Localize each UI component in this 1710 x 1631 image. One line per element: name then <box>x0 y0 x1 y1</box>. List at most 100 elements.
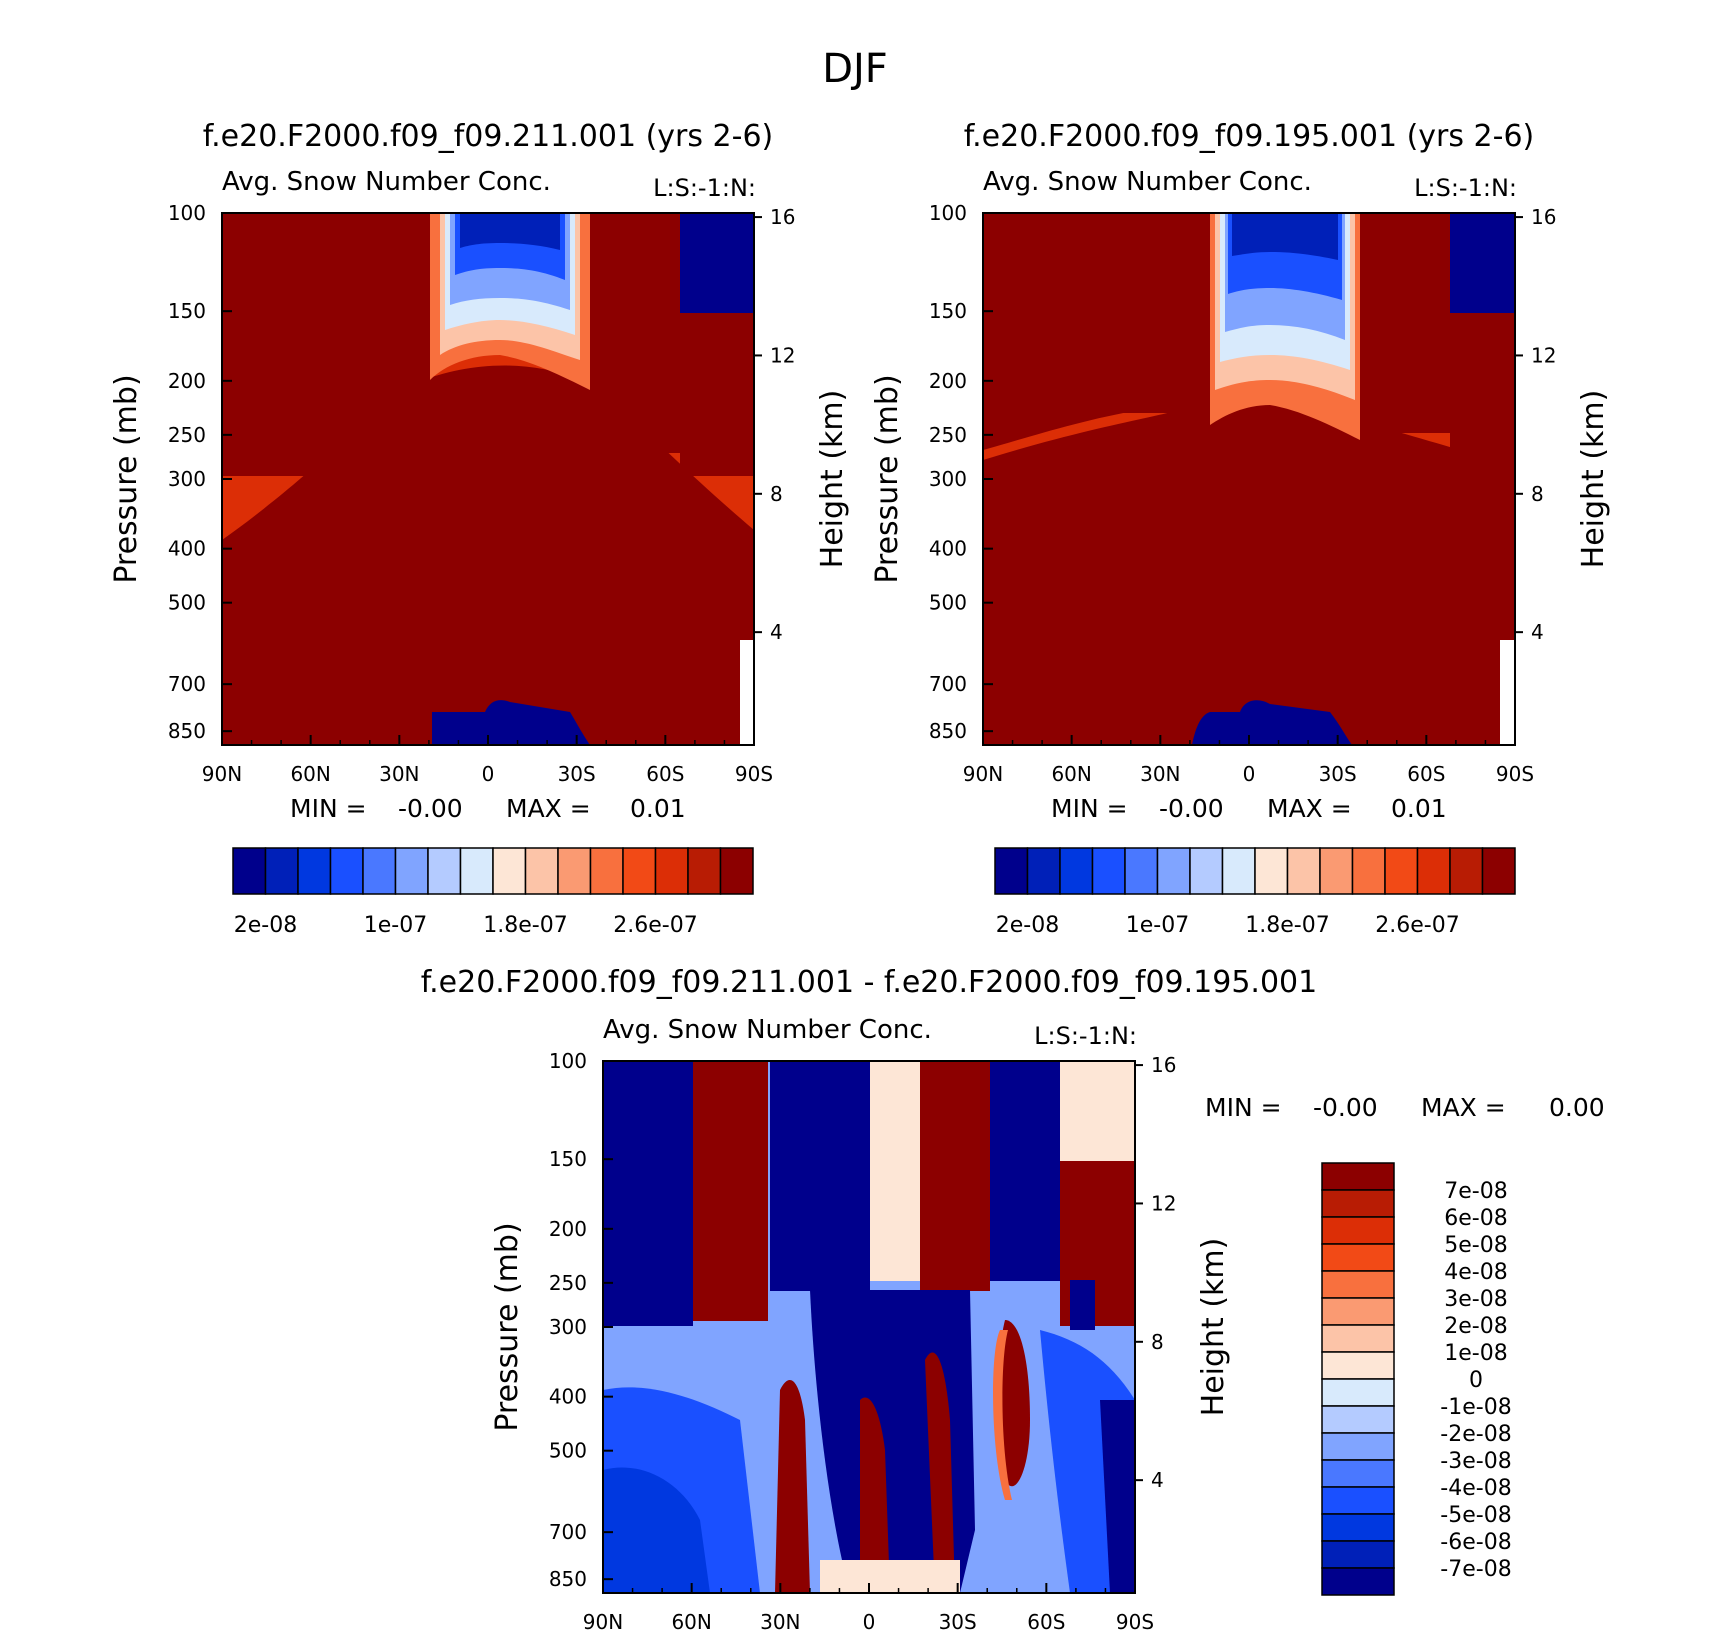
colorbar-swatch <box>1321 1243 1395 1272</box>
colorbar-swatch <box>264 847 299 895</box>
field-missing <box>740 640 754 745</box>
y-tick-label: 100 <box>929 201 967 225</box>
field-block <box>990 1061 1060 1281</box>
colorbar-label: -1e-08 <box>1440 1395 1511 1420</box>
colorbar-swatch <box>1319 847 1354 895</box>
x-tick-label: 30S <box>558 762 596 786</box>
max-value: 0.01 <box>1391 794 1447 823</box>
panel-model-195: f.e20.F2000.f09_f09.195.001 (yrs 2-6) Av… <box>870 119 1611 938</box>
y2-tick-label: 8 <box>1531 482 1544 506</box>
y2-axis-label: Height (km) <box>1576 390 1611 569</box>
y-tick-label: 300 <box>549 1315 587 1339</box>
panel-subtitle: Avg. Snow Number Conc. <box>222 167 551 197</box>
colorbar-swatch <box>994 847 1029 895</box>
y-tick-label: 100 <box>168 201 206 225</box>
y-tick-label: 200 <box>549 1217 587 1241</box>
field-plume <box>775 1380 810 1593</box>
y-tick-label: 100 <box>549 1049 587 1073</box>
y2-tick-label: 8 <box>1151 1330 1164 1354</box>
colorbar-swatch <box>1321 1378 1395 1407</box>
field-block <box>603 1061 693 1326</box>
panel-difference: f.e20.F2000.f09_f09.211.001 - f.e20.F200… <box>421 965 1605 1631</box>
colorbar-label: 1e-08 <box>1444 1341 1507 1366</box>
y2-tick-label: 4 <box>1531 620 1544 644</box>
panel-annotation: L:S:-1:N: <box>1034 1022 1137 1050</box>
colorbar-label: 1e-07 <box>1126 913 1189 938</box>
field-blue-deep <box>603 1467 710 1593</box>
colorbar-swatch <box>1321 1513 1395 1542</box>
y2-tick-label: 16 <box>1151 1053 1176 1077</box>
colorbar-swatch <box>1124 847 1159 895</box>
colorbar-swatch <box>1026 847 1061 895</box>
y-tick-label: 400 <box>929 537 967 561</box>
y-tick-label: 300 <box>168 467 206 491</box>
panel-title: f.e20.F2000.f09_f09.211.001 (yrs 2-6) <box>203 119 773 154</box>
y2-tick-label: 12 <box>1151 1191 1176 1215</box>
colorbar-label: -2e-08 <box>1440 1422 1511 1447</box>
colorbar-label: 6e-08 <box>1444 1206 1507 1231</box>
field-gradient-f <box>1232 213 1338 260</box>
x-tick-label: 90S <box>1116 1610 1154 1631</box>
x-tick-label: 30N <box>379 762 419 786</box>
colorbar-swatch <box>1321 1324 1395 1353</box>
colorbar-swatch <box>1384 847 1419 895</box>
panel-model-211: f.e20.F2000.f09_f09.211.001 (yrs 2-6) Av… <box>109 119 850 938</box>
colorbar-swatch <box>1221 847 1256 895</box>
colorbar-swatch <box>492 847 527 895</box>
colorbar-swatch <box>687 847 722 895</box>
colorbar-swatch <box>1321 1270 1395 1299</box>
colorbar-label: 4e-08 <box>1444 1260 1507 1285</box>
x-tick-label: 60S <box>1407 762 1445 786</box>
max-label: MAX = <box>1421 1093 1506 1122</box>
colorbar-swatch <box>1416 847 1451 895</box>
y2-axis-label: Height (km) <box>815 390 850 569</box>
colorbar-swatch <box>1321 1189 1395 1218</box>
colorbar-swatch <box>654 847 689 895</box>
panel-title: f.e20.F2000.f09_f09.211.001 - f.e20.F200… <box>421 965 1317 1000</box>
field-block <box>920 1061 990 1291</box>
colorbar-label: 2e-08 <box>234 913 297 938</box>
x-tick-label: 60S <box>1027 1610 1065 1631</box>
y2-tick-label: 8 <box>770 482 783 506</box>
field-streak <box>590 213 680 453</box>
colorbar-swatch <box>232 847 267 895</box>
field-gradient-f <box>460 213 560 250</box>
colorbar-label: -3e-08 <box>1440 1449 1511 1474</box>
y-tick-label: 700 <box>168 672 206 696</box>
min-value: -0.00 <box>1313 1093 1378 1122</box>
field-block-south <box>680 213 754 313</box>
colorbar-label: -6e-08 <box>1440 1530 1511 1555</box>
colorbar-swatch <box>459 847 494 895</box>
y-tick-label: 250 <box>549 1271 587 1295</box>
field-streak <box>1090 213 1140 413</box>
colorbar-label: -4e-08 <box>1440 1476 1511 1501</box>
x-tick-label: 60N <box>671 1610 711 1631</box>
x-tick-label: 30N <box>760 1610 800 1631</box>
y-axis-label: Pressure (mb) <box>490 1222 525 1431</box>
y2-tick-label: 4 <box>1151 1468 1164 1492</box>
panel-subtitle: Avg. Snow Number Conc. <box>603 1015 932 1045</box>
field-missing <box>1500 640 1515 745</box>
y-tick-label: 500 <box>168 591 206 615</box>
field-block-south-lower <box>680 313 754 476</box>
y2-tick-label: 12 <box>770 343 795 367</box>
figure-title: DJF <box>822 46 888 92</box>
y2-tick-label: 16 <box>770 205 795 229</box>
colorbar-swatch <box>1321 1297 1395 1326</box>
x-tick-label: 90N <box>202 762 242 786</box>
y-tick-label: 500 <box>929 591 967 615</box>
y-tick-label: 400 <box>168 537 206 561</box>
colorbar-label: 1.8e-07 <box>483 913 567 938</box>
max-label: MAX = <box>506 794 591 823</box>
colorbar-swatch <box>1321 1540 1395 1569</box>
colorbar-label: 1.8e-07 <box>1245 913 1329 938</box>
x-tick-label: 90S <box>1496 762 1534 786</box>
colorbar-swatch <box>1449 847 1484 895</box>
colorbar-swatch <box>394 847 429 895</box>
y2-axis-label: Height (km) <box>1196 1238 1231 1417</box>
min-label: MIN = <box>290 794 367 823</box>
min-value: -0.00 <box>398 794 463 823</box>
colorbar-label: 2e-08 <box>996 913 1059 938</box>
x-tick-label: 30S <box>1319 762 1357 786</box>
field-plume <box>925 1352 955 1593</box>
